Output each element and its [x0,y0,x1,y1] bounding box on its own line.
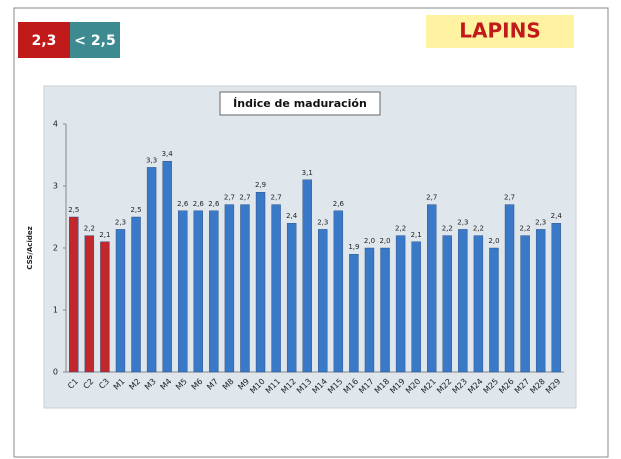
slide-title: LAPINS [459,19,540,43]
bar [380,247,390,373]
y-tick-label: 2 [53,244,58,253]
value-label: 2,2 [395,225,406,233]
value-label: 2,5 [130,206,141,214]
title-box [426,15,574,48]
bar [115,229,126,373]
chart-title-box [219,91,381,116]
value-label: 2,2 [473,225,484,233]
value-label: 3,3 [146,156,157,164]
value-label: 2,3 [115,218,126,226]
value-label: 1,9 [348,243,359,251]
y-tick-label: 4 [53,120,58,129]
badge-high: < 2,5 [74,33,115,49]
y-tick-label: 3 [53,182,58,191]
value-label: 2,7 [271,194,282,202]
y-axis-label: CSS/Acidez [26,226,34,269]
value-label: 2,0 [488,237,499,245]
value-label: 2,4 [551,212,563,220]
bar [349,253,359,373]
bar [535,229,546,373]
value-label: 2,6 [177,200,189,208]
bar [69,216,79,373]
value-label: 2,7 [239,194,250,202]
value-label: 2,6 [193,200,205,208]
value-label: 2,2 [520,225,531,233]
value-label: 2,6 [333,200,345,208]
bar [333,210,344,373]
bar [551,222,561,373]
bar [473,235,484,373]
value-label: 2,6 [208,200,220,208]
bar [318,229,328,373]
value-label: 2,3 [317,218,328,226]
bar [271,204,281,373]
bar [504,204,515,373]
chart-title: Índice de maduración [233,97,367,110]
badge-low: 2,3 [32,33,57,49]
value-label: 2,2 [442,225,453,233]
bar [178,210,188,373]
bar [100,241,110,373]
value-label: 2,7 [426,194,437,202]
bar [520,235,530,373]
bar [364,247,375,373]
value-label: 2,7 [504,194,515,202]
bar [84,235,95,373]
badge-low-box [18,22,70,58]
value-label: 2,9 [255,181,266,189]
value-label: 3,1 [302,169,313,177]
bar [209,210,219,373]
y-tick-label: 0 [53,368,58,377]
bar [162,160,172,373]
bar [255,191,266,373]
value-label: 2,5 [68,206,79,214]
value-label: 2,4 [286,212,298,220]
bar [286,222,297,373]
value-label: 2,3 [535,218,546,226]
value-label: 2,0 [364,237,375,245]
bar [302,179,312,373]
value-label: 2,1 [99,231,110,239]
value-label: 2,3 [457,218,468,226]
bar [131,216,141,373]
bar [224,204,235,373]
bar [395,235,406,373]
bar [240,204,250,373]
value-label: 2,1 [411,231,422,239]
value-label: 3,4 [162,150,174,158]
value-label: 2,2 [84,225,95,233]
bar [458,229,468,373]
bar [489,247,499,373]
y-tick-label: 1 [53,306,58,315]
bar [442,235,452,373]
bar [427,204,437,373]
bar [193,210,203,373]
badge-high-box [70,22,120,58]
value-label: 2,7 [224,194,235,202]
bar [146,167,157,373]
value-label: 2,0 [379,237,390,245]
bar [411,241,421,373]
